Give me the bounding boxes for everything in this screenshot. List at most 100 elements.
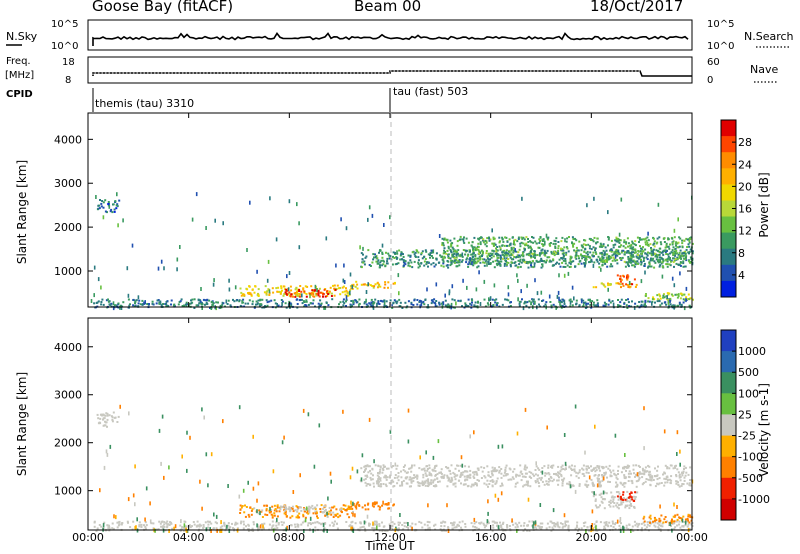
echo-cell: [436, 477, 439, 480]
echo-cell: [620, 298, 623, 301]
echo-cell: [538, 468, 541, 471]
echo-cell: [394, 251, 396, 254]
echo-cell: [583, 525, 586, 528]
echo-cell: [645, 256, 648, 259]
echo-cell: [688, 252, 690, 255]
echo-cell: [483, 524, 486, 527]
freq-frame: [87, 56, 693, 84]
echo-cell: [643, 406, 645, 411]
echo-cell: [603, 472, 606, 474]
echo-cell: [419, 482, 422, 485]
echo-cell: [517, 238, 520, 240]
echo-cell: [404, 470, 407, 473]
echo-cell: [443, 255, 446, 258]
echo-cell: [417, 481, 420, 484]
echo-cell: [687, 243, 690, 246]
echo-cell: [257, 512, 260, 515]
echo-cell: [240, 294, 243, 297]
time-axis: 00:00 04:00 08:00 12:00 16:00 20:00 00:00: [72, 113, 708, 544]
echo-cell: [265, 507, 268, 510]
echo-cell: [332, 524, 335, 527]
echo-cell: [620, 244, 623, 247]
echo-cell: [525, 483, 528, 486]
echo-cell: [170, 522, 173, 525]
echo-cell: [315, 512, 317, 515]
echo-cell: [258, 509, 261, 512]
echo-cell: [657, 250, 660, 253]
echo-cell: [104, 420, 106, 423]
echo-cell: [365, 465, 368, 468]
echo-cell: [402, 479, 405, 482]
echo-cell: [141, 299, 144, 302]
echo-cell: [638, 477, 641, 480]
echo-cell: [598, 266, 601, 269]
echo-cell: [163, 525, 166, 528]
echo-cell: [516, 240, 519, 243]
echo-cell: [382, 500, 384, 505]
colorbar-swatch: [721, 414, 736, 436]
echo-cell: [538, 246, 541, 249]
echo-cell: [480, 466, 483, 469]
echo-cell: [668, 300, 671, 303]
echo-cell: [626, 275, 629, 278]
echo-cell: [366, 514, 369, 519]
echo-cell: [434, 465, 437, 468]
echo-cell: [378, 508, 381, 511]
echo-cell: [510, 249, 513, 252]
echo-cell: [155, 302, 158, 305]
echo-cell: [620, 471, 623, 474]
echo-cell: [372, 482, 375, 485]
echo-cell: [399, 301, 402, 304]
echo-cell: [552, 508, 555, 513]
echo-cell: [552, 252, 555, 255]
echo-cell: [312, 528, 314, 533]
echo-cell: [474, 254, 477, 256]
nave-label: Nave: [750, 63, 778, 76]
echo-cell: [599, 257, 602, 260]
echo-cell: [682, 254, 685, 257]
echo-cell: [643, 446, 645, 451]
echo-cell: [622, 529, 625, 533]
echo-cell: [533, 521, 535, 526]
echo-cell: [647, 300, 650, 303]
echo-cell: [631, 300, 633, 303]
echo-cell: [553, 254, 556, 257]
echo-cell: [650, 479, 653, 482]
echo-cell: [654, 301, 656, 304]
echo-cell: [275, 287, 278, 290]
echo-cell: [672, 467, 675, 470]
echo-cell: [608, 504, 611, 506]
echo-cell: [210, 452, 213, 457]
echo-cell: [564, 258, 567, 260]
echo-cell: [628, 261, 631, 264]
echo-cell: [620, 257, 623, 260]
echo-cell: [432, 469, 435, 472]
echo-cell: [308, 509, 311, 512]
echo-cell: [599, 504, 601, 507]
echo-cell: [277, 304, 280, 307]
echo-cell: [296, 514, 299, 517]
echo-cell: [234, 523, 237, 526]
echo-cell: [465, 261, 468, 264]
echo-cell: [511, 236, 514, 239]
echo-cell: [143, 301, 146, 304]
velocity-y-axis-label: Slant Range [km]: [15, 372, 29, 476]
echo-cell: [586, 250, 589, 253]
echo-cell: [585, 304, 588, 306]
echo-cell: [649, 243, 652, 246]
echo-cell: [138, 524, 141, 527]
echo-cell: [283, 504, 286, 507]
echo-cell: [605, 259, 608, 262]
echo-cell: [620, 522, 622, 525]
echo-cell: [627, 242, 630, 245]
echo-cell: [305, 506, 308, 511]
echo-cell: [392, 255, 394, 258]
echo-cell: [582, 302, 585, 307]
echo-cell: [126, 520, 129, 523]
echo-cell: [259, 303, 261, 306]
echo-cell: [543, 305, 546, 308]
echo-cell: [644, 528, 647, 531]
echo-cell: [626, 496, 629, 499]
colorbar-swatch: [721, 232, 736, 250]
echo-cell: [688, 298, 691, 301]
